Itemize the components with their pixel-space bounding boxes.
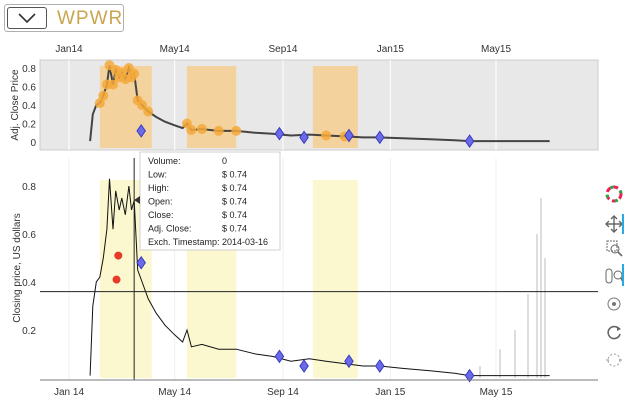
pan-icon[interactable] — [602, 212, 626, 236]
overview-xtick-label: Jan14 — [55, 44, 83, 55]
bokeh-logo-icon[interactable] — [602, 182, 626, 206]
detail-red-dot-marker[interactable] — [112, 275, 121, 284]
detail-event-marker[interactable] — [299, 359, 309, 373]
overview-xtick-label: May14 — [160, 44, 190, 55]
overview-highlight-dot — [143, 106, 154, 117]
overview-ytick-label: 0.6 — [22, 83, 36, 94]
detail-event-marker[interactable] — [274, 349, 285, 364]
tooltip-label: High: — [148, 183, 169, 193]
overview-plot[interactable]: 00.20.40.60.8 Jan14 May14 Sep14 Jan15 May15 … — [10, 44, 599, 151]
overview-event-marker[interactable] — [136, 124, 147, 138]
overview-event-marker[interactable] — [464, 134, 475, 148]
overview-xtick-label: May15 — [481, 44, 511, 55]
ticker-symbol: WPWR — [57, 8, 124, 29]
plot-toolbar — [600, 180, 640, 380]
overview-highlight-dot — [129, 68, 140, 79]
overview-highlight-dot — [231, 125, 242, 136]
overview-ytick-label: 0.2 — [22, 120, 36, 131]
tooltip-box — [139, 151, 281, 251]
tooltip-label: Open: — [148, 197, 173, 207]
crosshair-icon[interactable] — [602, 292, 626, 316]
box-zoom-icon[interactable] — [602, 236, 626, 260]
overview-highlight-dot — [321, 130, 332, 141]
tooltip-label: Volume: — [148, 156, 181, 166]
dropdown-toggle-button[interactable] — [7, 7, 47, 29]
tooltip-value: 2014-03-16 — [222, 237, 268, 247]
tooltip-value: $ 0.74 — [222, 224, 247, 234]
detail-xtick-label: Jan 14 — [54, 387, 84, 398]
tooltip-label: Adj. Close: — [148, 224, 192, 234]
tooltip-value: $ 0.74 — [222, 197, 247, 207]
overview-highlight-dot — [94, 98, 105, 109]
detail-event-marker[interactable] — [344, 354, 354, 369]
detail-shaded-period — [312, 180, 358, 378]
detail-xtick-label: May 15 — [480, 387, 513, 398]
tooltip-label: Low: — [148, 170, 167, 180]
overview-ytick-label: 0.4 — [22, 101, 36, 112]
hover-tooltip: Volume: 0 Low: $ 0.74 High: $ 0.74 Open: $ 0.74… — [134, 151, 281, 251]
overview-xtick-label: Jan15 — [377, 44, 405, 55]
overview-event-marker[interactable] — [344, 128, 354, 143]
wheel-zoom-active-indicator — [622, 264, 624, 286]
tooltip-value: 0 — [222, 156, 227, 166]
overview-highlight-dot — [196, 124, 207, 135]
detail-event-marker[interactable] — [374, 359, 385, 373]
tooltip-pointer — [134, 196, 140, 204]
pan-active-indicator — [622, 214, 624, 234]
detail-xtick-label: Jan 15 — [375, 387, 405, 398]
overview-ytick-label: 0 — [30, 138, 36, 149]
detail-event-marker[interactable] — [136, 255, 147, 270]
overview-highlight-dot — [98, 90, 109, 101]
overview-highlight-dot — [108, 79, 119, 90]
overview-highlight-dot — [213, 125, 224, 136]
overview-shaded-period — [186, 66, 237, 148]
detail-ytick-label: 0.8 — [22, 182, 36, 193]
reset-icon[interactable] — [602, 320, 626, 344]
hover-icon[interactable] — [602, 348, 626, 372]
overview-ylabel: Adj. Close Price — [10, 69, 21, 141]
tooltip-label: Exch. Timestamp: — [148, 237, 220, 247]
detail-ylabel: Closing price, US dollars — [12, 213, 23, 323]
detail-event-marker[interactable] — [464, 368, 475, 383]
tooltip-value: $ 0.74 — [222, 170, 247, 180]
tooltip-value: $ 0.74 — [222, 210, 247, 220]
overview-event-marker[interactable] — [274, 126, 285, 141]
detail-ytick-label: 0.4 — [22, 278, 36, 289]
chevron-down-icon — [18, 13, 36, 24]
overview-ytick-label: 0.8 — [22, 64, 36, 75]
overview-xtick-label: Sep14 — [268, 44, 297, 55]
detail-red-dot-marker[interactable] — [114, 251, 123, 260]
overview-highlight-dot — [186, 124, 197, 135]
tooltip-label: Close: — [148, 210, 174, 220]
overview-event-marker[interactable] — [299, 130, 309, 145]
detail-plot[interactable]: 0.2 0.4 0.6 0.8 Jan 14 May 14 Sep 14 Jan 15 May… — [12, 158, 598, 398]
overview-event-marker[interactable] — [374, 130, 385, 145]
detail-xtick-label: May 14 — [158, 387, 191, 398]
tooltip-value: $ 0.74 — [222, 183, 247, 193]
overview-highlight-dot — [137, 100, 148, 110]
detail-ytick-label: 0.2 — [22, 326, 36, 337]
ticker-select[interactable]: WPWR — [4, 4, 124, 32]
detail-xtick-label: Sep 14 — [267, 387, 299, 398]
detail-ytick-label: 0.6 — [22, 230, 36, 241]
